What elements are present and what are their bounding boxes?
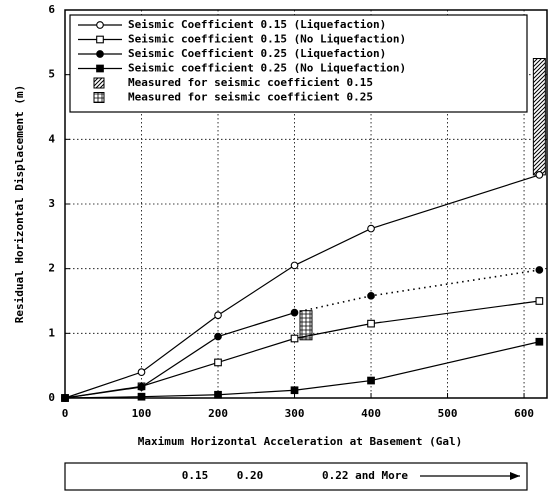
legend-swatch [93, 92, 105, 103]
legend: Seismic Coefficient 0.15 (Liquefaction) S… [69, 14, 528, 113]
point [367, 224, 375, 233]
legend-marker [96, 35, 104, 44]
point [137, 368, 146, 376]
point [214, 332, 222, 341]
legend-label: Seismic Coefficient 0.25 (Liquefaction) [128, 47, 386, 60]
measured-range [532, 58, 546, 176]
legend-label: Seismic coefficient 0.15 (No Liquefactio… [128, 33, 406, 46]
point [214, 390, 222, 399]
point [290, 386, 299, 395]
band-label: 0.22 and More [322, 469, 408, 482]
plot-frame [64, 9, 548, 399]
legend-box [69, 14, 528, 113]
x-tick-label: 400 [361, 407, 381, 420]
x-tick-label: 300 [285, 407, 305, 420]
legend-swatch [93, 77, 105, 89]
series-line [64, 312, 295, 399]
point [367, 291, 375, 300]
x-tick-label: 0 [62, 407, 69, 420]
legend-marker [96, 64, 104, 73]
point [290, 308, 299, 317]
y-tick-label: 1 [48, 326, 55, 339]
point [367, 376, 375, 385]
y-tick-label: 3 [48, 197, 55, 210]
legend-label: Seismic Coefficient 0.15 (Liquefaction) [128, 18, 386, 31]
y-tick-label: 6 [48, 3, 55, 16]
legend-label: Seismic coefficient 0.25 (No Liquefactio… [128, 62, 406, 75]
series-line [64, 341, 540, 399]
point [367, 319, 375, 328]
y-tick-label: 2 [48, 262, 55, 275]
point [535, 297, 544, 305]
x-tick-label: 500 [438, 407, 458, 420]
band-label: 0.15 [182, 469, 209, 482]
legend-label: Measured for seismic coefficient 0.25 [128, 91, 373, 104]
point [290, 261, 299, 270]
point [137, 392, 146, 401]
legend-marker [96, 50, 104, 58]
x-tick-label: 600 [514, 407, 534, 420]
y-tick-label: 0 [48, 391, 55, 404]
x-tick-label: 100 [132, 407, 152, 420]
point [535, 337, 544, 346]
y-tick-label: 4 [48, 132, 55, 145]
point [61, 394, 69, 402]
series-line [64, 174, 540, 399]
band-label: 0.20 [237, 469, 264, 482]
legend-marker [96, 21, 104, 29]
point [214, 358, 222, 367]
legend-label: Measured for seismic coefficient 0.15 [128, 76, 373, 89]
point [137, 383, 146, 391]
point [214, 311, 222, 320]
y-axis-label: Residual Horizontal Displacement (m) [13, 85, 26, 323]
x-axis-label: Maximum Horizontal Acceleration at Basem… [138, 435, 463, 448]
y-tick-label: 5 [48, 68, 55, 81]
point [535, 171, 544, 179]
point [290, 334, 299, 343]
x-tick-label: 200 [208, 407, 228, 420]
point [535, 266, 544, 274]
band-box [64, 462, 528, 491]
